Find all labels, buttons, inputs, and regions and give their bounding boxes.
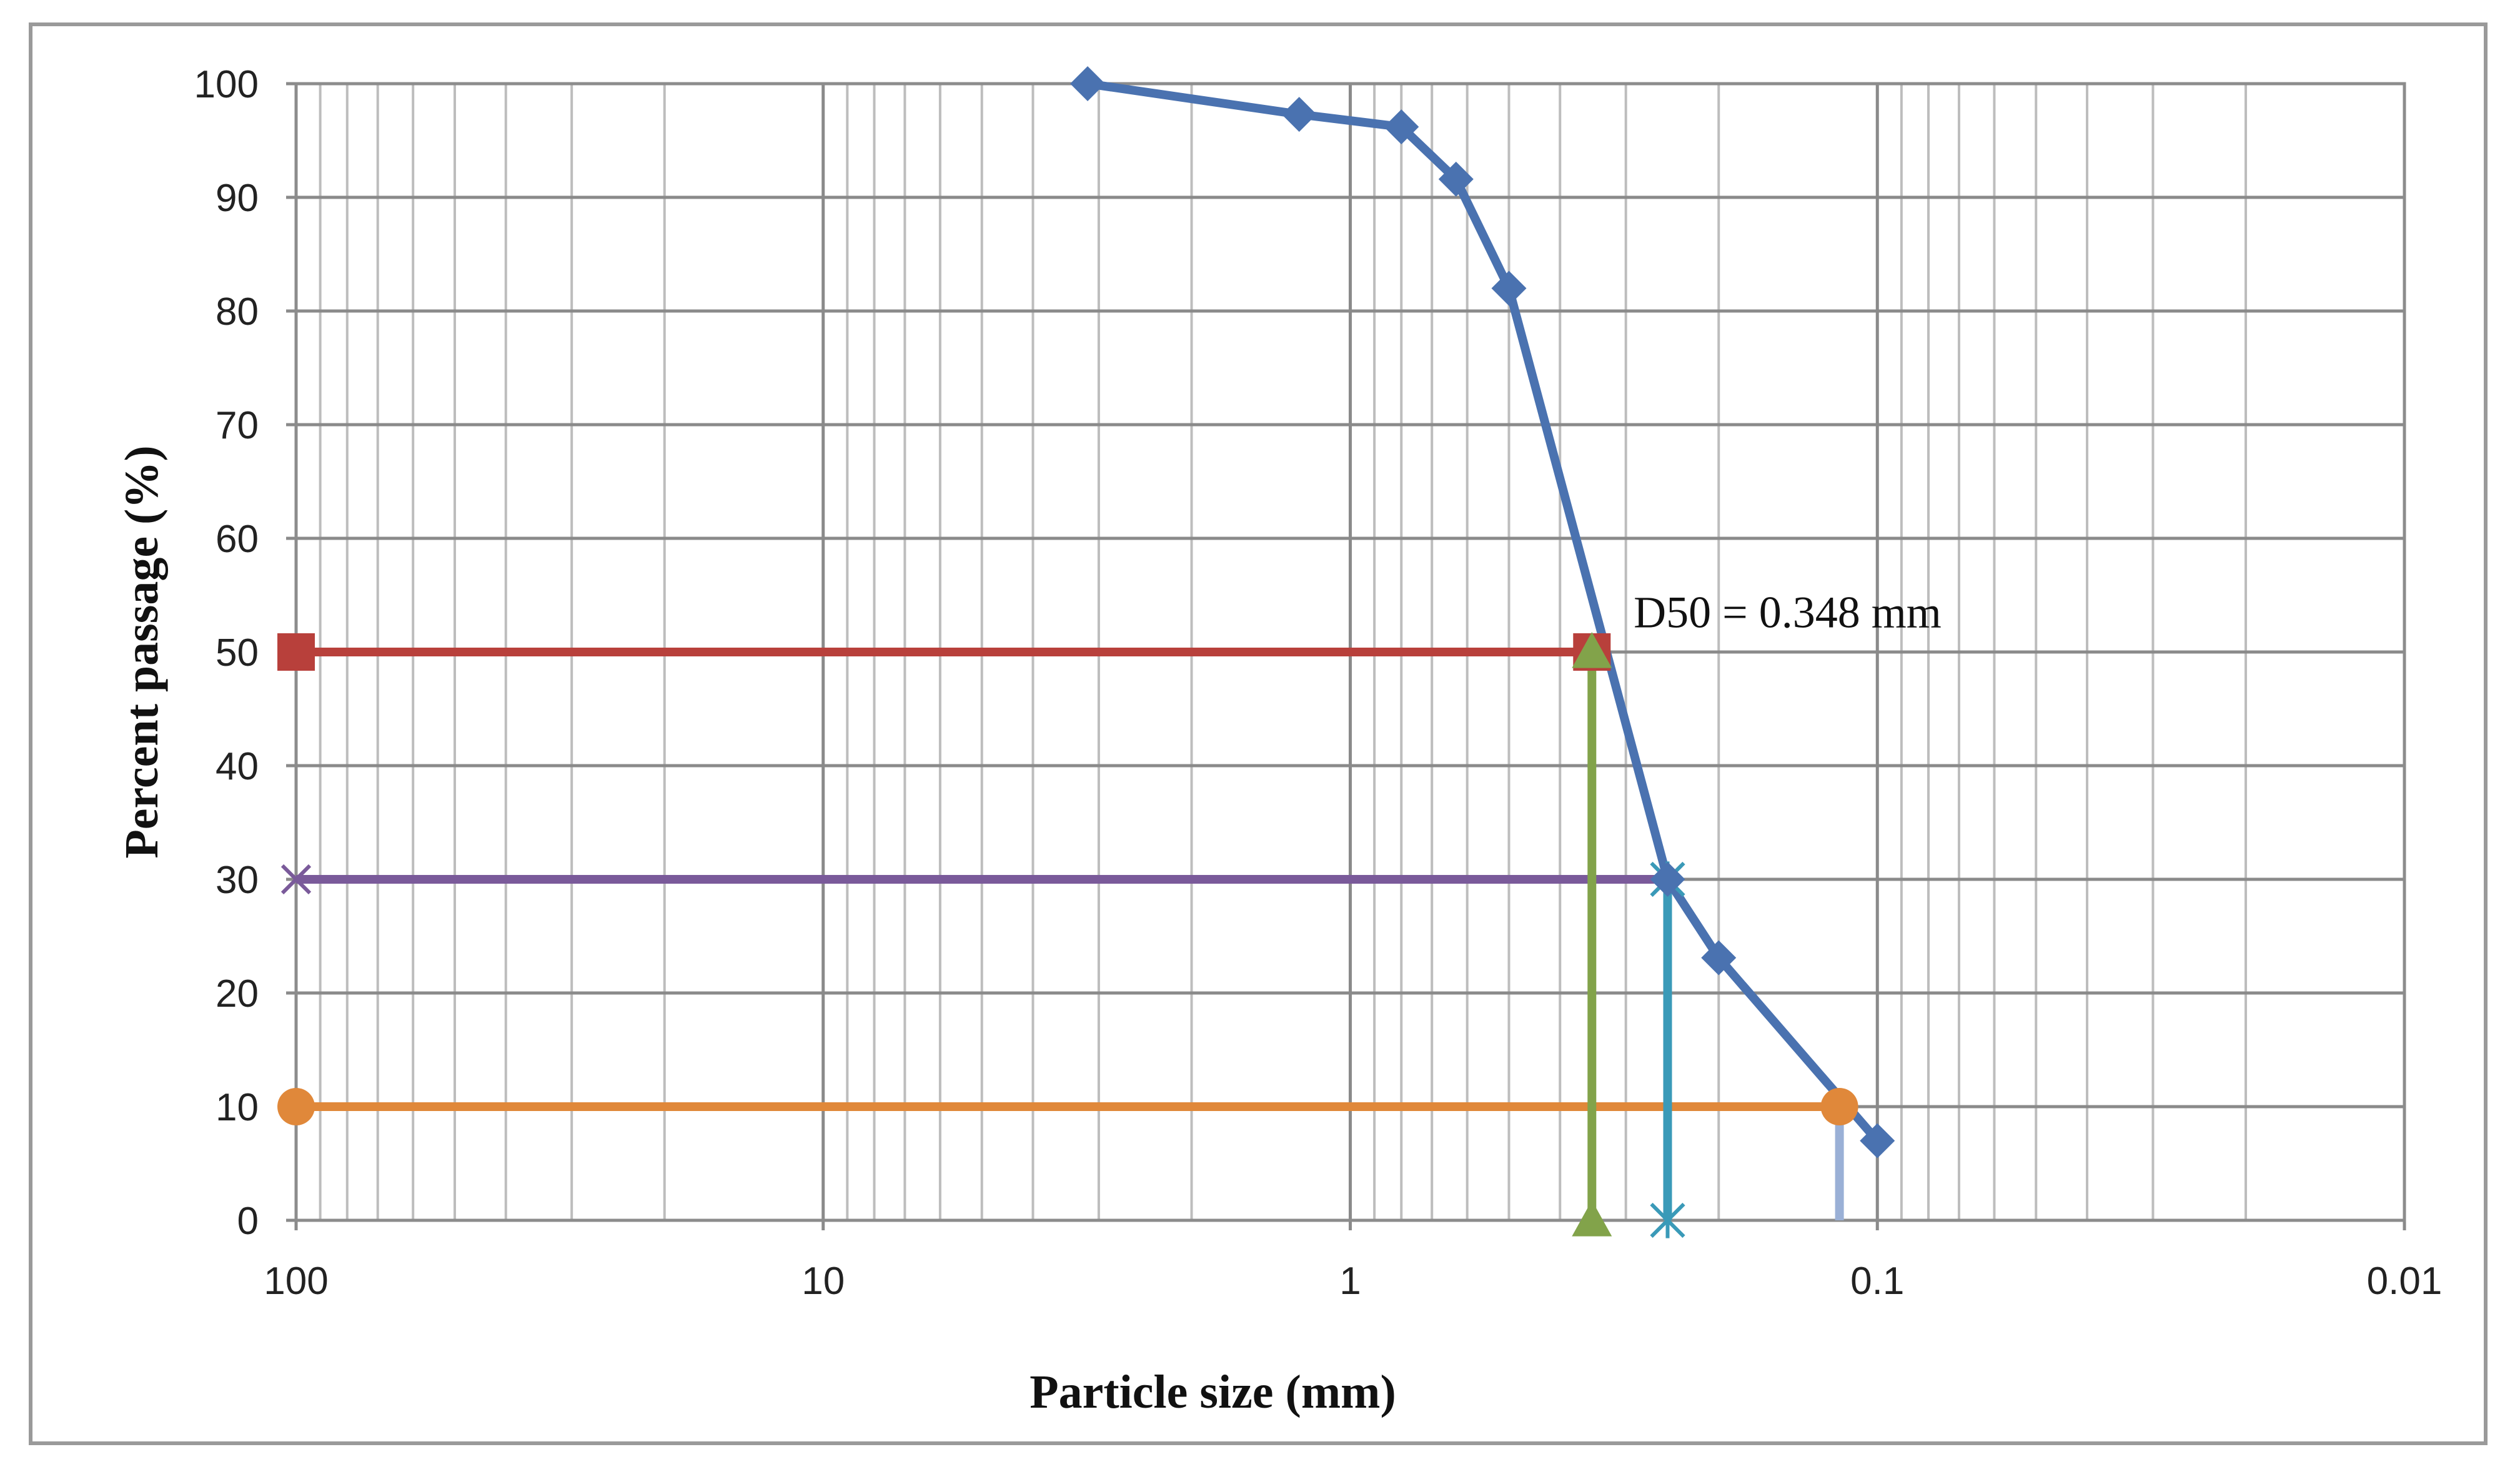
x-tick-labels: 100 10 1 0.1 0.01	[264, 1260, 2442, 1303]
y-tick-label: 0	[237, 1200, 259, 1243]
series-markers	[277, 66, 1895, 1238]
data-point-circle	[1820, 1088, 1858, 1125]
data-point-diamond	[1281, 97, 1317, 132]
data-point-triangle	[1572, 632, 1612, 668]
y-tick-label: 40	[216, 745, 259, 788]
x-tick-label: 100	[264, 1260, 328, 1303]
data-point-square	[277, 633, 315, 671]
chart-frame: 0 10 20 30 40 50 60 70 80 90 100 100 10 1 0.1 0.01 Par…	[29, 22, 2488, 1445]
y-axis-title: Percent passage (%)	[116, 445, 168, 858]
y-tick-labels: 0 10 20 30 40 50 60 70 80 90 100	[194, 63, 259, 1243]
y-tick-label: 20	[216, 972, 259, 1015]
d50-annotation: D50 = 0.348 mm	[1634, 587, 1942, 637]
x-tick-label: 0.01	[2367, 1260, 2443, 1303]
series-lines	[296, 79, 1881, 1220]
particle-size-chart: 0 10 20 30 40 50 60 70 80 90 100 100 10 1 0.1 0.01 Par…	[116, 63, 2442, 1418]
data-point-triangle	[1572, 1200, 1612, 1237]
data-point-diamond	[1650, 862, 1685, 897]
y-tick-label: 90	[216, 177, 259, 220]
x-tick-label: 1	[1339, 1260, 1361, 1303]
y-tick-label: 30	[216, 859, 259, 902]
data-point-diamond	[1384, 109, 1419, 145]
data-point-diamond	[1438, 161, 1474, 197]
data-point-circle	[277, 1088, 315, 1125]
x-axis-title: Particle size (mm)	[1029, 1366, 1396, 1418]
y-tick-label: 60	[216, 518, 259, 561]
data-point-diamond	[1070, 66, 1106, 101]
x-tick-label: 0.1	[1850, 1260, 1904, 1303]
data-point-diamond	[1701, 940, 1737, 976]
y-tick-label: 100	[194, 63, 259, 106]
data-point-diamond	[1860, 1123, 1895, 1158]
data-point-diamond	[1491, 270, 1527, 306]
data-point-x	[280, 864, 312, 895]
data-point-star	[1650, 1202, 1685, 1238]
y-tick-label: 70	[216, 404, 259, 447]
y-tick-label: 80	[216, 290, 259, 333]
y-tick-label: 10	[216, 1086, 259, 1129]
x-tick-label: 10	[801, 1260, 845, 1303]
series-line	[1087, 79, 1881, 1144]
y-tick-label: 50	[216, 631, 259, 674]
